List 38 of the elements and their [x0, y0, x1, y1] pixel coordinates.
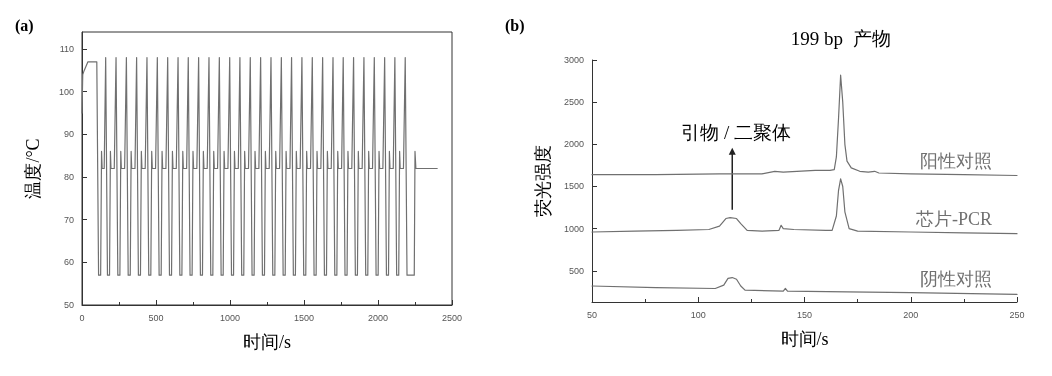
y-tick-label: 50: [63, 300, 74, 310]
y-tick-label: 2000: [563, 139, 584, 150]
x-tick-label: 1000: [219, 312, 241, 323]
y-axis-title: 荧光强度: [533, 145, 553, 217]
x-axis-title: 时间/s: [780, 329, 829, 349]
x-tick-label: 500: [148, 312, 164, 323]
series-label: 阳性对照: [920, 150, 992, 171]
x-tick-label: 2000: [367, 312, 389, 323]
series-label: 阴性对照: [920, 269, 992, 290]
annotation: 引物 / 二聚体: [681, 121, 792, 143]
x-tick-label: 250: [1009, 309, 1025, 320]
chart-title: (a): [15, 16, 34, 35]
y-tick-label: 2500: [563, 97, 584, 108]
line-series: [591, 74, 1018, 177]
y-tick-label: 3000: [563, 55, 584, 65]
y-tick-label: 1000: [563, 223, 584, 234]
y-tick-label: 110: [59, 44, 74, 55]
y-tick-label: 100: [58, 86, 74, 97]
x-tick-label: 2500: [441, 312, 463, 323]
x-tick-label: 0: [79, 312, 85, 323]
chart-title: (b): [505, 16, 525, 35]
line-series: [81, 56, 438, 276]
x-tick-label: 200: [903, 309, 919, 320]
line-series: [591, 178, 1018, 235]
y-tick-label: 90: [63, 129, 74, 140]
x-tick-label: 50: [586, 309, 598, 320]
x-tick-label: 1500: [293, 312, 315, 323]
y-axis-title: 温度/°C: [23, 138, 43, 199]
y-tick-label: 60: [63, 257, 74, 268]
y-tick-label: 1500: [563, 181, 584, 192]
annotation: 199 bp 产物: [790, 28, 891, 49]
x-tick-label: 150: [796, 309, 813, 320]
series-label: 芯片-PCR: [914, 208, 992, 229]
x-tick-label: 100: [690, 309, 706, 320]
y-tick-label: 80: [63, 172, 74, 183]
x-axis-title: 时间/s: [242, 332, 292, 352]
y-tick-label: 500: [568, 265, 584, 276]
y-tick-label: 70: [63, 214, 74, 225]
